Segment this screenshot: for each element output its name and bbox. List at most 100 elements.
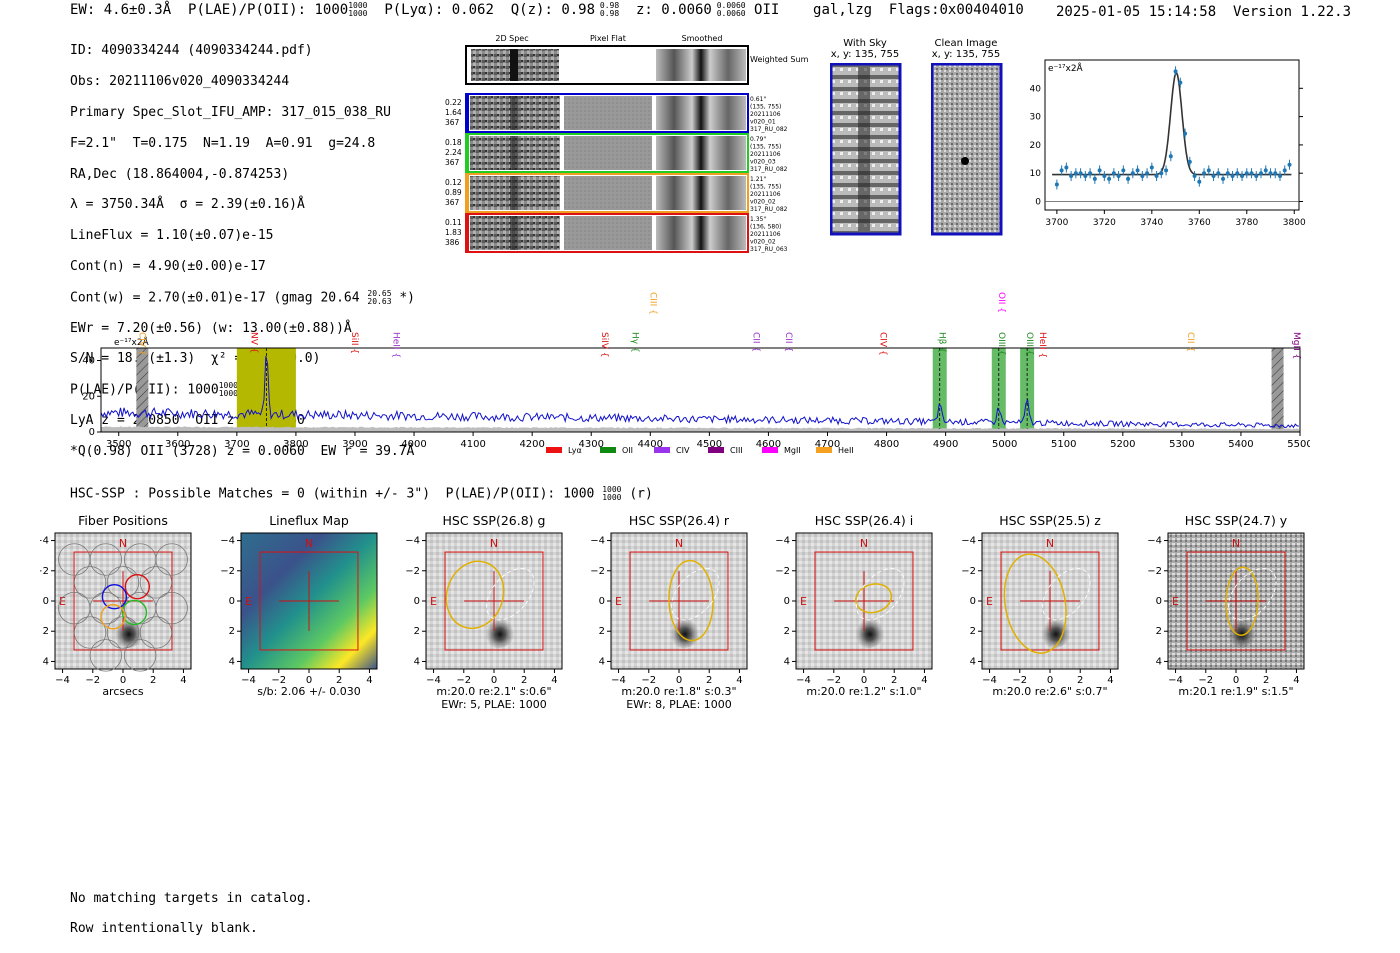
xtick-label: −4: [55, 675, 70, 686]
east-label: E: [986, 595, 993, 608]
spec2d-panel: 2D Spec Pixel Flat Smoothed Weighted Sum…: [445, 34, 809, 253]
xtick-label: 2: [1263, 675, 1269, 686]
spectrum-line-labels: CIV {NV {SiII {HeII {SiIV {CIII {Hγ {CII…: [136, 292, 1301, 359]
data-point: [1173, 69, 1178, 74]
xtick-label: −4: [426, 675, 441, 686]
spectrum-bands: [136, 348, 1284, 432]
north-label: N: [860, 537, 868, 550]
east-label: E: [1172, 595, 1179, 608]
aperture-box: [629, 551, 729, 651]
line-label-OIII: OIII {: [996, 332, 1006, 356]
col-label-pixelflat: Pixel Flat: [590, 34, 626, 43]
qz-lo: 0.98: [599, 9, 620, 18]
spec2d-row-left-1: 0.89: [445, 188, 462, 197]
spec2d-row-right-4: 317_RU_082: [750, 166, 788, 173]
ytick-label: −2: [590, 566, 605, 577]
spectrum-unit: e⁻¹⁷x2Å: [114, 336, 150, 348]
with-sky-image: [830, 63, 902, 236]
data-point: [1287, 162, 1292, 167]
spec2d-row-colorbar: [466, 214, 469, 252]
xtick-label: −4: [982, 675, 997, 686]
xtick-label: 4: [1293, 675, 1299, 686]
ytick-label: 2: [229, 626, 235, 637]
masked-band: [136, 348, 149, 432]
data-point: [1240, 174, 1245, 179]
aperture-box: [73, 551, 173, 651]
ytick-label: −2: [40, 566, 49, 577]
legend-label: CIII: [730, 446, 743, 455]
xtick-label: 5100: [1051, 439, 1076, 450]
data-point: [1130, 171, 1135, 176]
source-ellipse: [855, 583, 893, 614]
cutout-title: HSC SSP(25.5) z: [999, 513, 1101, 528]
ytick-label: 0: [784, 596, 790, 607]
xtick-label: 0: [1233, 675, 1239, 686]
ytick-label: −4: [40, 536, 49, 547]
data-point: [1111, 171, 1116, 176]
line-label-CIII: CIII {: [647, 292, 657, 315]
spec2d-row-right-1: (135, 755): [750, 184, 781, 191]
line-label-Hβ: Hβ {: [937, 332, 947, 353]
north-label: N: [1232, 537, 1240, 550]
galaxy-blob: [480, 608, 517, 649]
line-label-SiIV: SiIV {: [599, 332, 609, 358]
legend-swatch: [708, 447, 724, 453]
data-point: [1225, 171, 1230, 176]
ytick-label: 2: [784, 626, 790, 637]
line-label-CII: CII {: [1185, 332, 1195, 352]
xtick-label: 3720: [1093, 218, 1116, 228]
data-point: [1054, 182, 1059, 187]
spec2d-row-left-0: 0.12: [445, 178, 462, 187]
spectrum-legend: Lyα OII CIV CIII MgII HeII: [546, 446, 854, 455]
ytick-label: 0: [970, 596, 976, 607]
ytick-label: 0: [89, 427, 95, 438]
ytick-label: 2: [599, 626, 605, 637]
line-label-OII: OII {: [996, 292, 1006, 313]
spec2d-row-left-1: 1.83: [445, 228, 462, 237]
spectrum-axes: 3500 3600 3700 3800 3900 4000 4100 4200 4300 4400…: [82, 356, 1310, 450]
info-id: ID: 4090334244 (4090334244.pdf): [70, 43, 313, 59]
spec2d-row-left-1: 1.64: [445, 108, 462, 117]
ytick-label: 2: [414, 626, 420, 637]
ytick-label: 4: [1156, 656, 1162, 667]
spec2d-row-flat: [564, 176, 652, 210]
north-label: N: [305, 537, 313, 550]
xtick-label: 3760: [1188, 218, 1211, 228]
xtick-label: 2: [150, 675, 156, 686]
data-point: [1216, 171, 1221, 176]
xtick-label: 4800: [874, 439, 899, 450]
data-point: [1149, 165, 1154, 170]
contw-lo: 20.63: [367, 296, 392, 306]
xtick-label: 0: [676, 675, 682, 686]
xtick-label: 5000: [992, 439, 1017, 450]
line-label-HeII: HeII {: [1037, 332, 1047, 358]
spec2d-row-right-4: 317_RU_082: [750, 206, 788, 213]
data-point: [1244, 171, 1249, 176]
ew-value: EW: 4.6±0.3Å: [70, 2, 172, 18]
line-label-HeII: HeII {: [390, 332, 400, 358]
data-point: [1168, 154, 1173, 159]
spec2d-row-right-2: 20211106: [750, 111, 781, 118]
spec2d-row-trace: [510, 96, 518, 130]
data-point: [1254, 174, 1259, 179]
spec2d-row-left-0: 0.22: [445, 98, 462, 107]
xtick-label: 3900: [342, 439, 367, 450]
spec2d-row-colorbar: [466, 94, 469, 132]
aperture-box: [1186, 551, 1286, 651]
xtick-label: 3780: [1235, 218, 1258, 228]
data-point: [1121, 168, 1126, 173]
ytick-label: 40: [1030, 84, 1041, 94]
fiber-circle: [58, 543, 91, 576]
north-label: N: [490, 537, 498, 550]
weighted-sum-row: Weighted Sum: [465, 45, 809, 85]
clean-image-coords: x, y: 135, 755: [931, 49, 1001, 60]
fiber-circle: [73, 566, 107, 599]
line-fit-curve: [1052, 71, 1292, 176]
ytick-label: −4: [405, 536, 420, 547]
